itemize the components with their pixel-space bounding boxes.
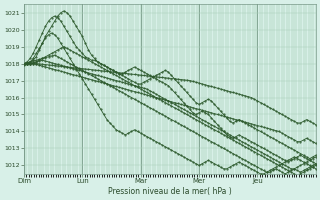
X-axis label: Pression niveau de la mer( hPa ): Pression niveau de la mer( hPa ) — [108, 187, 232, 196]
